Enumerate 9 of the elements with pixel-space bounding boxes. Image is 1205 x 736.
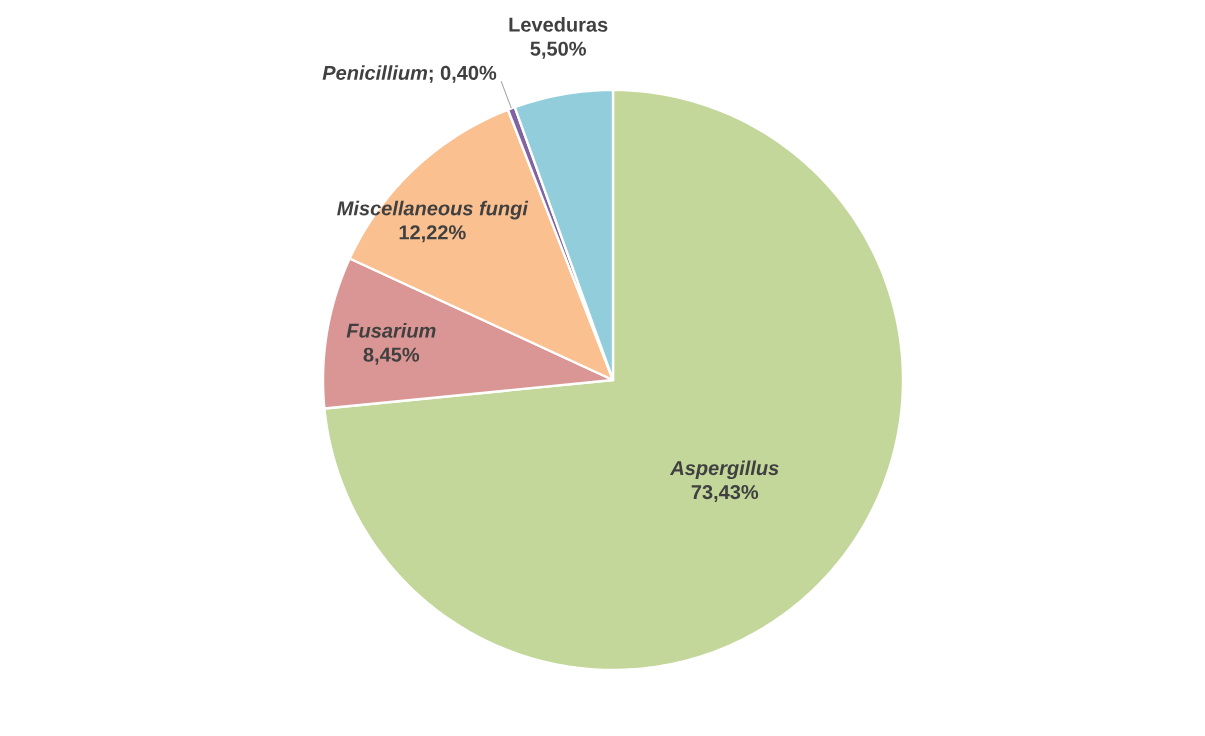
data-label: ; 0,40% (429, 65, 497, 83)
data-label: 12,22% (399, 225, 466, 243)
data-label: 73,43% (691, 484, 759, 503)
slice-label: Fusarium (346, 323, 436, 338)
slice-label: Leveduras (509, 17, 608, 32)
slice-label: Aspergillus (669, 460, 779, 480)
slice-label: Penicillium (322, 65, 428, 80)
data-label: 8,45% (363, 347, 420, 365)
data-label: 5,50% (530, 41, 586, 59)
